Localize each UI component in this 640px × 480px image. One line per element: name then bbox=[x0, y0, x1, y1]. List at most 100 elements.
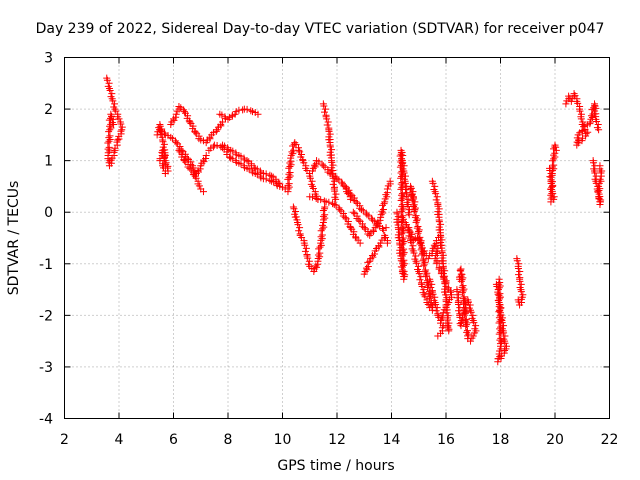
data-point bbox=[333, 175, 341, 183]
data-point bbox=[405, 226, 413, 234]
data-point bbox=[432, 307, 440, 315]
data-point bbox=[397, 148, 405, 156]
data-point bbox=[368, 216, 376, 224]
data-point bbox=[399, 193, 407, 201]
data-point bbox=[497, 338, 505, 346]
data-point bbox=[336, 206, 344, 214]
data-point bbox=[172, 110, 180, 118]
data-point bbox=[400, 245, 408, 253]
data-point bbox=[413, 217, 421, 225]
data-point bbox=[330, 200, 338, 208]
data-point bbox=[413, 215, 421, 223]
data-point bbox=[253, 165, 261, 173]
x-tick-label: 12 bbox=[328, 432, 346, 448]
data-point bbox=[413, 224, 421, 232]
data-point bbox=[591, 169, 599, 177]
data-point bbox=[104, 145, 112, 153]
y-tick-label: -3 bbox=[39, 360, 53, 376]
data-point bbox=[378, 207, 386, 215]
data-point bbox=[117, 120, 125, 128]
data-point bbox=[460, 293, 468, 301]
data-point bbox=[347, 190, 355, 198]
data-point bbox=[496, 312, 504, 320]
data-point bbox=[445, 298, 453, 306]
data-point bbox=[156, 157, 164, 165]
data-point bbox=[424, 255, 432, 263]
data-point bbox=[463, 327, 471, 335]
data-point bbox=[295, 146, 303, 154]
data-point bbox=[379, 206, 387, 214]
data-point bbox=[420, 262, 428, 270]
data-point bbox=[376, 216, 384, 224]
data-point bbox=[432, 301, 440, 309]
data-point bbox=[301, 247, 309, 255]
data-point bbox=[268, 172, 276, 180]
chart-title: Day 239 of 2022, Sidereal Day-to-day VTE… bbox=[36, 21, 605, 37]
data-point bbox=[577, 115, 585, 123]
data-point bbox=[401, 179, 409, 187]
data-point bbox=[341, 213, 349, 221]
data-point bbox=[400, 256, 408, 264]
data-point bbox=[462, 315, 470, 323]
data-point bbox=[593, 117, 601, 125]
data-point bbox=[355, 216, 363, 224]
x-tick-label: 8 bbox=[224, 432, 233, 448]
data-point bbox=[360, 224, 368, 232]
data-point bbox=[419, 257, 427, 265]
y-tick-label: 3 bbox=[44, 51, 53, 67]
data-point bbox=[397, 191, 405, 199]
data-point bbox=[317, 196, 325, 204]
data-point bbox=[347, 224, 355, 232]
data-point bbox=[332, 173, 340, 181]
data-point bbox=[358, 206, 366, 214]
data-point bbox=[399, 171, 407, 179]
data-point bbox=[433, 247, 441, 255]
data-point bbox=[106, 132, 114, 140]
data-point bbox=[325, 198, 333, 206]
data-point bbox=[596, 192, 604, 200]
data-point bbox=[455, 301, 463, 309]
data-point bbox=[319, 212, 327, 220]
data-point bbox=[456, 275, 464, 283]
data-point bbox=[287, 151, 295, 159]
data-point bbox=[410, 249, 418, 257]
data-point bbox=[218, 111, 226, 119]
data-point bbox=[296, 224, 304, 232]
data-point bbox=[349, 208, 357, 216]
data-point bbox=[210, 143, 218, 151]
data-point bbox=[288, 148, 296, 156]
x-tick-label: 6 bbox=[169, 432, 178, 448]
data-point bbox=[250, 164, 258, 172]
data-point bbox=[496, 278, 504, 286]
data-point bbox=[495, 303, 503, 311]
x-tick-label: 20 bbox=[546, 432, 564, 448]
data-point bbox=[400, 267, 408, 275]
x-tick-label: 16 bbox=[437, 432, 455, 448]
data-point bbox=[329, 200, 337, 208]
data-point bbox=[172, 113, 180, 121]
data-point bbox=[331, 187, 339, 195]
data-point bbox=[309, 164, 317, 172]
data-point bbox=[433, 304, 441, 312]
data-point bbox=[229, 147, 237, 155]
data-point bbox=[399, 215, 407, 223]
data-point bbox=[463, 328, 471, 336]
data-point bbox=[573, 134, 581, 142]
data-point bbox=[430, 241, 438, 249]
data-point bbox=[400, 237, 408, 245]
data-point bbox=[458, 283, 466, 291]
data-point bbox=[312, 194, 320, 202]
data-point bbox=[202, 155, 210, 163]
data-point bbox=[551, 149, 559, 157]
data-point bbox=[321, 211, 329, 219]
data-point bbox=[301, 241, 309, 249]
data-point bbox=[401, 271, 409, 279]
data-point bbox=[363, 211, 371, 219]
data-point bbox=[186, 164, 194, 172]
data-point bbox=[286, 159, 294, 167]
data-point bbox=[317, 227, 325, 235]
data-point bbox=[434, 332, 442, 340]
data-point bbox=[470, 319, 478, 327]
